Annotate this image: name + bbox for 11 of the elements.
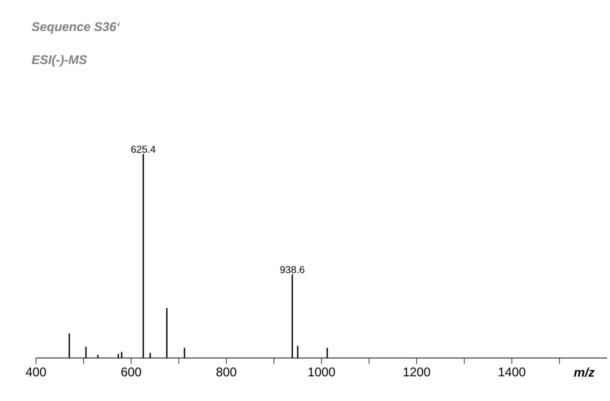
x-axis-title: m/z	[574, 368, 595, 377]
x-tick-label: 1400	[498, 368, 526, 376]
chart-subtitle: ESI(-)-MS	[32, 54, 87, 67]
x-tick-label: 800	[216, 368, 236, 376]
chart-title: Sequence S36‘	[32, 22, 120, 34]
x-tick-label: 600	[121, 368, 142, 376]
annotation: 625.4	[131, 146, 156, 153]
x-tick-label: 1000	[308, 368, 335, 376]
x-tick-label: 400	[26, 368, 46, 376]
x-tick-label: 1200	[404, 368, 430, 376]
annotation: 938.6	[280, 266, 304, 274]
